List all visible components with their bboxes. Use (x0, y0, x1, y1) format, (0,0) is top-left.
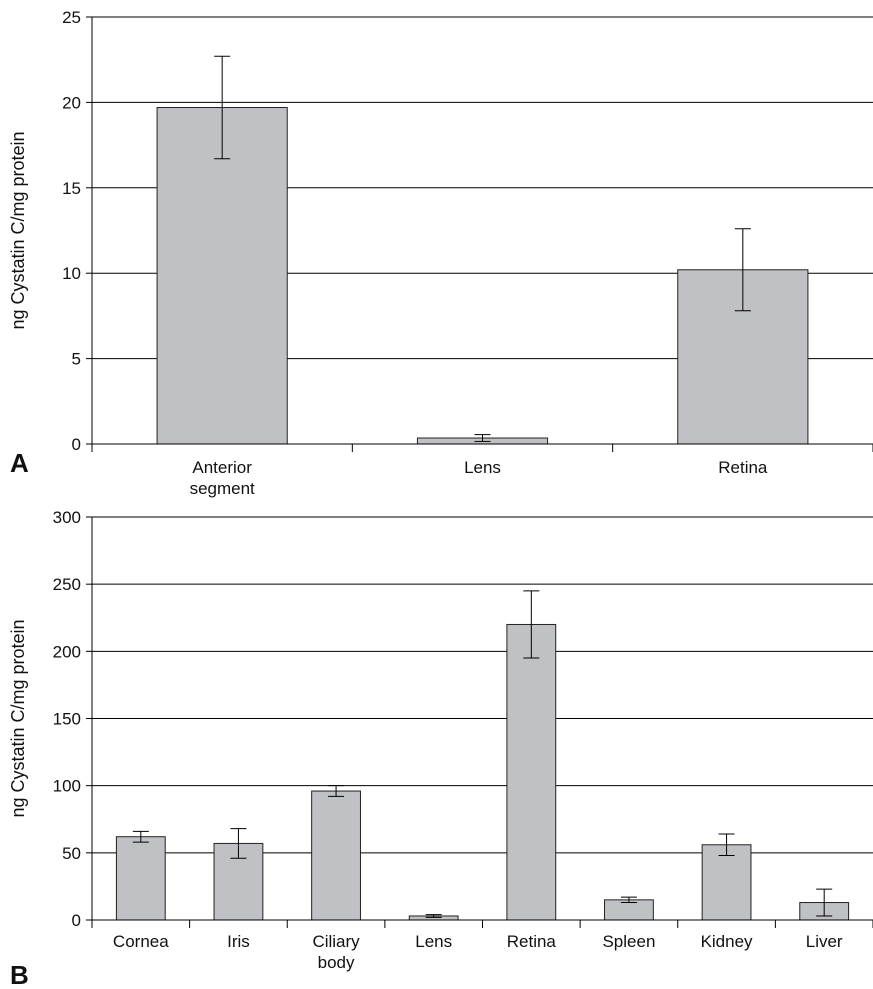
x-tick-label: Ciliary body (312, 932, 360, 972)
bars (156, 107, 809, 445)
x-tick-label: Iris (227, 932, 250, 951)
y-tick-label: 250 (53, 575, 81, 594)
panel-label-b: B (10, 960, 29, 989)
error-bars (214, 55, 751, 442)
y-tick-label: 5 (72, 350, 81, 369)
x-tick-label: Anterior segment (190, 458, 255, 498)
chart-panel-b: 0 50 100 150 200 250 300 Cornea Iris Ciliary body… (8, 508, 873, 989)
y-tick-labels: 0 50 100 150 200 250 300 (53, 508, 81, 930)
chart-panel-a: 0 5 10 15 20 25 Anterior segment Lens Retina ng … (8, 8, 873, 498)
x-tick-label: Kidney (701, 932, 753, 951)
axes (86, 16, 873, 452)
y-tick-label: 50 (62, 844, 81, 863)
x-tick-label-line: segment (190, 479, 255, 498)
bar (115, 836, 166, 921)
error-bars (132, 590, 833, 918)
y-tick-label: 300 (53, 508, 81, 527)
y-tick-label: 10 (62, 264, 81, 283)
x-tick-labels: Cornea Iris Ciliary body Lens Retina Spleen Kid… (113, 932, 843, 972)
x-tick-label: Retina (507, 932, 557, 951)
x-tick-label: Lens (415, 932, 452, 951)
x-tick-labels: Anterior segment Lens Retina (190, 458, 768, 498)
bar (156, 107, 288, 445)
y-tick-label: 0 (72, 911, 81, 930)
y-tick-label: 150 (53, 710, 81, 729)
y-tick-label: 20 (62, 93, 81, 112)
y-tick-label: 15 (62, 179, 81, 198)
bar (311, 790, 361, 921)
bar (506, 623, 557, 921)
x-tick-label: Retina (718, 458, 768, 477)
x-tick-label: Spleen (602, 932, 655, 951)
x-tick-label-line: Anterior (192, 458, 252, 477)
x-tick-label-line: Ciliary (312, 932, 360, 951)
y-axis-label: ng Cystatin C/mg protein (8, 131, 28, 329)
x-tick-label-line: body (318, 953, 355, 972)
y-axis-label: ng Cystatin C/mg protein (8, 619, 28, 817)
y-tick-label: 200 (53, 642, 81, 661)
axes (86, 516, 873, 928)
y-tick-labels: 0 5 10 15 20 25 (62, 8, 81, 454)
x-tick-label: Cornea (113, 932, 169, 951)
panel-label-a: A (10, 448, 29, 478)
x-tick-label: Liver (806, 932, 843, 951)
x-tick-label: Lens (464, 458, 501, 477)
y-tick-label: 0 (72, 435, 81, 454)
y-tick-label: 25 (62, 8, 81, 27)
y-tick-label: 100 (53, 777, 81, 796)
bar (701, 844, 752, 921)
bars (115, 623, 850, 921)
grid-lines (92, 516, 873, 854)
